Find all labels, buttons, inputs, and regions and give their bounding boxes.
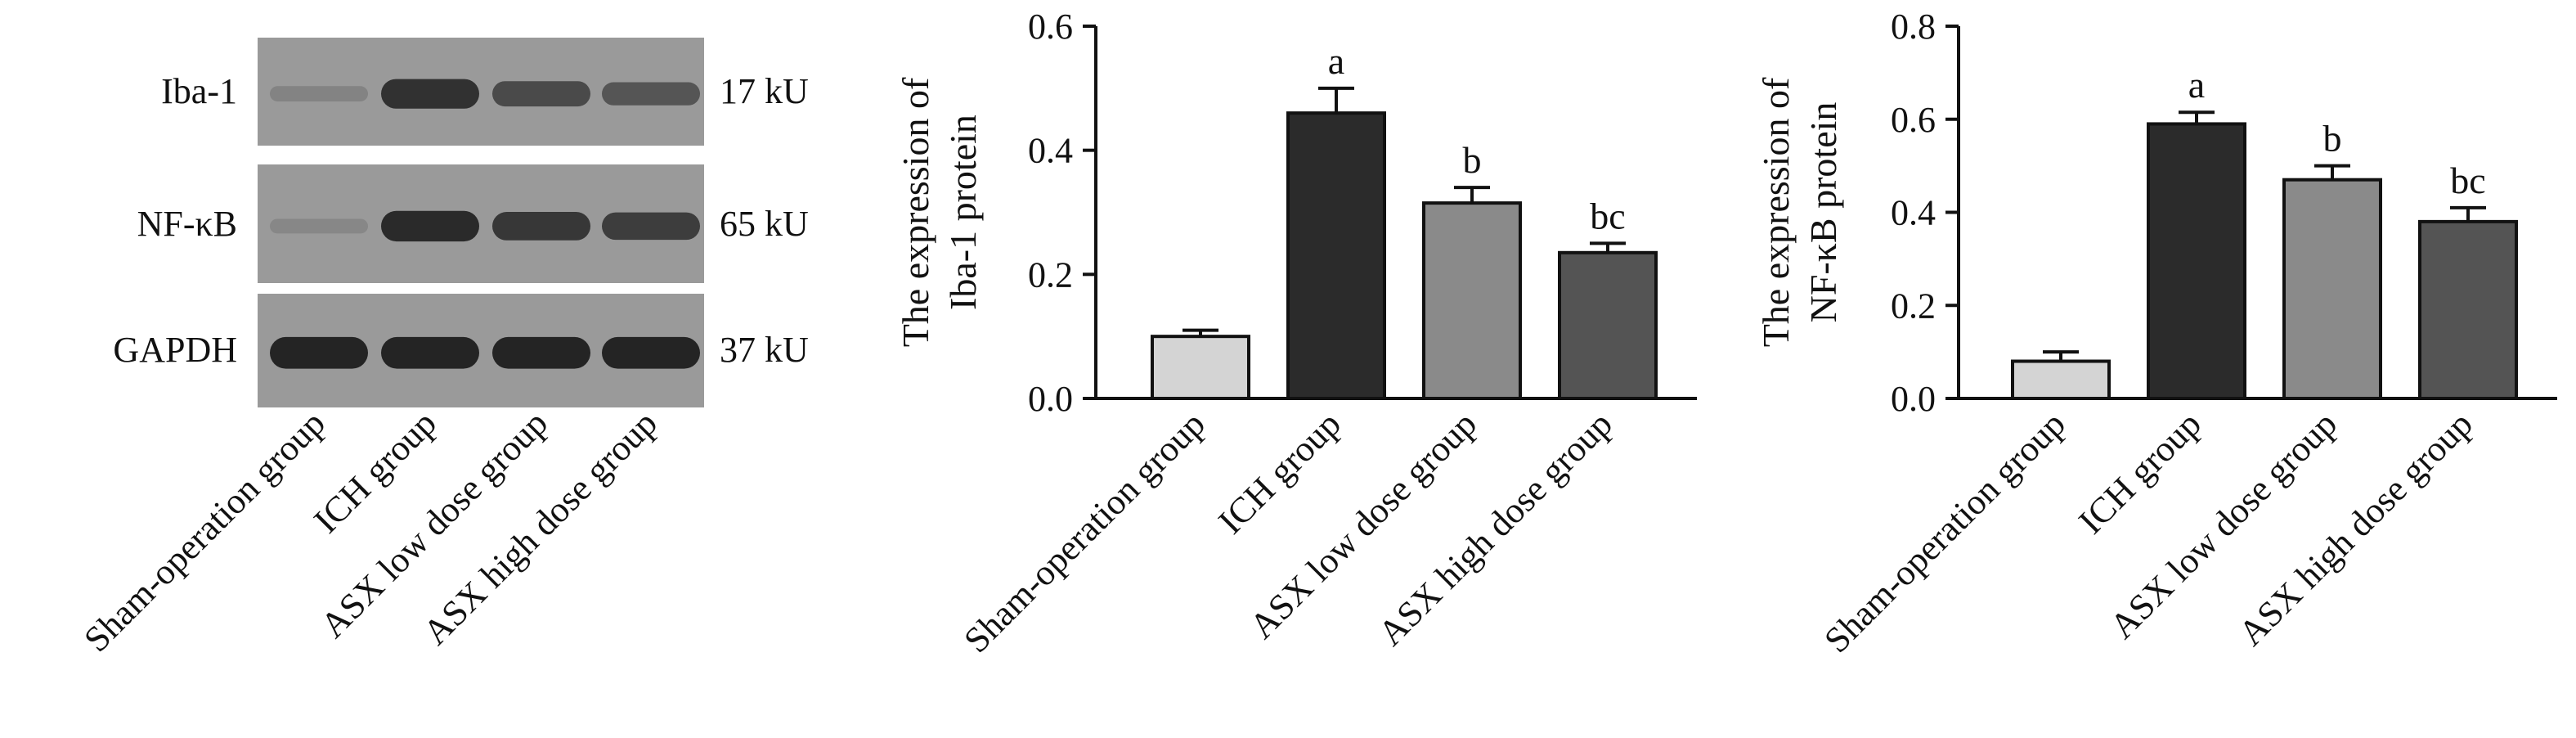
bar-asx-high-dose-group xyxy=(2418,219,2518,400)
x-tick-label-sham-operation-group: Sham-operation group xyxy=(1816,403,2073,660)
blot-bands xyxy=(270,336,700,369)
x-tick-label-ich-group: ICH group xyxy=(1210,403,1349,542)
x-tick-label-asx-low-dose-group: ASX low dose group xyxy=(1242,403,1485,646)
blot-band-lane-2 xyxy=(381,210,479,242)
x-tick-label-asx-high-dose-group: ASX high dose group xyxy=(2231,403,2480,653)
blot-row-nfkb: NF-κB 65 kU xyxy=(137,164,809,283)
significance-label-ich-group: a xyxy=(2188,64,2205,106)
y-tick-label: 0.6 xyxy=(1891,100,1936,140)
blot-lane-label-sham-operation-group: Sham-operation group xyxy=(76,403,333,659)
blot-bands xyxy=(270,79,700,109)
significance-label-ich-group: a xyxy=(1328,40,1344,82)
iba1-bar-chart: 0.0 0.2 0.4 0.6 The expression of Iba-1 prote… xyxy=(895,7,1697,660)
western-blot-panel: Iba-1 17 kU NF-κB 65 kU GAPDH 37 kU Sham… xyxy=(76,38,809,659)
blot-band-lane-3 xyxy=(492,212,590,241)
blot-row-gapdh: GAPDH 37 kU xyxy=(113,294,809,407)
bar-ich-group xyxy=(2147,122,2246,400)
bar-asx-low-dose-group xyxy=(1422,201,1522,400)
y-tick-label: 0.2 xyxy=(1028,254,1073,295)
x-tick-label-ich-group: ICH group xyxy=(2071,403,2209,542)
y-tick-label: 0.0 xyxy=(1891,379,1936,419)
blot-band-lane-4 xyxy=(602,82,700,106)
blot-size-label: 37 kU xyxy=(720,330,809,370)
y-tick-label: 0.4 xyxy=(1028,131,1073,171)
bar-sham-operation-group xyxy=(2011,359,2111,400)
blot-row-iba1: Iba-1 17 kU xyxy=(161,38,809,146)
significance-label-asx-low-dose-group: b xyxy=(1463,139,1482,181)
blot-band-lane-1 xyxy=(270,218,368,234)
blot-band-lane-2 xyxy=(381,336,479,369)
blot-protein-label: Iba-1 xyxy=(161,71,237,111)
blot-bands xyxy=(270,210,700,242)
y-axis-label-line-1: The expression of xyxy=(1755,77,1797,347)
blot-band-lane-4 xyxy=(602,336,700,369)
blot-protein-label: GAPDH xyxy=(113,330,237,370)
significance-label-asx-high-dose-group: bc xyxy=(2450,160,2485,201)
bar-sham-operation-group xyxy=(1151,335,1250,400)
nfkb-bar-chart: 0.0 0.2 0.4 0.6 0.8 The expression of NF-κB pr… xyxy=(1755,7,2557,660)
blot-size-label: 17 kU xyxy=(720,71,809,111)
blot-size-label: 65 kU xyxy=(720,204,809,244)
y-tick-label: 0.4 xyxy=(1891,193,1936,233)
x-tick-label-asx-low-dose-group: ASX low dose group xyxy=(2103,403,2345,646)
y-axis-label-line-2: Iba-1 protein xyxy=(942,115,984,310)
blot-band-lane-3 xyxy=(492,336,590,369)
bar-asx-high-dose-group xyxy=(1558,250,1658,400)
y-tick-label: 0.6 xyxy=(1028,7,1073,47)
bar-asx-low-dose-group xyxy=(2282,178,2382,400)
y-tick-label: 0.2 xyxy=(1891,286,1936,326)
significance-label-asx-low-dose-group: b xyxy=(2323,118,2342,160)
y-axis-label-line-1: The expression of xyxy=(895,77,936,347)
y-axis-label-line-2: NF-κB protein xyxy=(1802,102,1844,323)
blot-band-lane-1 xyxy=(270,336,368,369)
blot-protein-label: NF-κB xyxy=(137,204,237,244)
y-tick-label: 0.8 xyxy=(1891,7,1936,47)
y-tick-label: 0.0 xyxy=(1028,379,1073,419)
x-tick-label-asx-high-dose-group: ASX high dose group xyxy=(1371,403,1620,653)
blot-band-lane-4 xyxy=(602,212,700,241)
bar-ich-group xyxy=(1286,111,1386,401)
blot-band-lane-1 xyxy=(270,86,368,101)
significance-label-asx-high-dose-group: bc xyxy=(1590,195,1625,236)
blot-band-lane-3 xyxy=(492,81,590,107)
x-tick-label-sham-operation-group: Sham-operation group xyxy=(956,403,1213,660)
blot-band-lane-2 xyxy=(381,79,479,109)
